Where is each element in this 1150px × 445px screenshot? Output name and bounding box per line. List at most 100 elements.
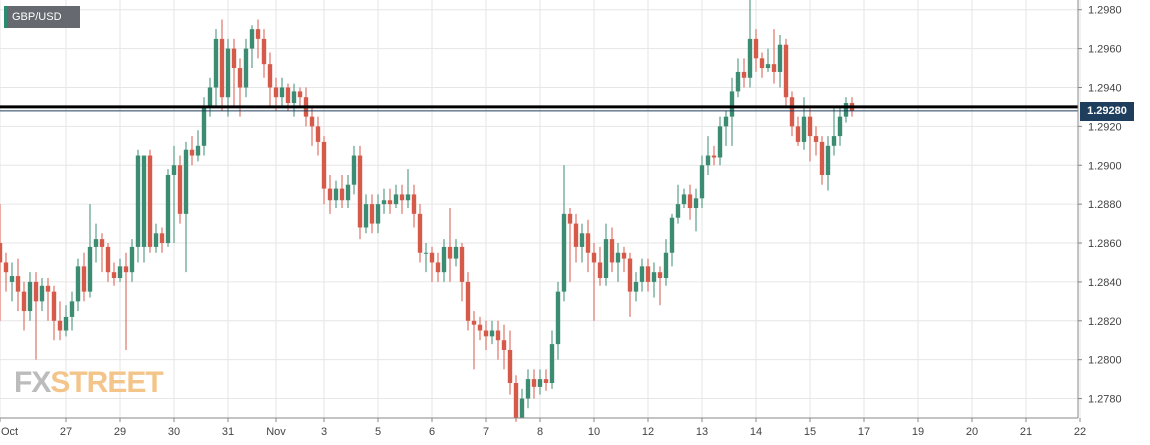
candle-body bbox=[747, 38, 753, 78]
candle-body bbox=[117, 266, 123, 279]
candle bbox=[411, 184, 417, 228]
symbol-label: GBP/USD bbox=[12, 11, 62, 23]
candle bbox=[435, 252, 441, 282]
candle bbox=[327, 174, 333, 214]
candle-body bbox=[501, 340, 507, 350]
candle bbox=[363, 194, 369, 234]
candle bbox=[525, 369, 531, 409]
candle-body bbox=[447, 246, 453, 259]
candle bbox=[567, 208, 573, 282]
candle-body bbox=[45, 285, 51, 292]
x-tick-label: 20 bbox=[966, 426, 978, 438]
x-tick-label: 7 bbox=[483, 426, 489, 438]
candle bbox=[471, 311, 477, 370]
candle-body bbox=[603, 239, 609, 279]
candle bbox=[357, 145, 363, 240]
candle-body bbox=[87, 246, 93, 292]
candle bbox=[465, 272, 471, 331]
candle-body bbox=[513, 383, 519, 418]
candle bbox=[0, 204, 3, 321]
candle-body bbox=[3, 262, 9, 273]
candle-body bbox=[807, 116, 813, 137]
y-tick-label: 1.2800 bbox=[1088, 355, 1122, 367]
x-tick-label: 6 bbox=[429, 426, 435, 438]
candle-body bbox=[495, 330, 501, 341]
candle bbox=[165, 169, 171, 247]
candle bbox=[99, 233, 105, 273]
candle-body bbox=[363, 204, 369, 228]
candle bbox=[45, 278, 51, 321]
candle-body bbox=[693, 198, 699, 209]
candle bbox=[603, 223, 609, 286]
candle bbox=[21, 281, 27, 331]
candle-body bbox=[27, 281, 33, 312]
candle bbox=[483, 320, 489, 350]
candle-body bbox=[717, 126, 723, 158]
candle-body bbox=[21, 291, 27, 312]
candle bbox=[561, 165, 567, 302]
candle-body bbox=[93, 239, 99, 247]
candle-body bbox=[153, 233, 159, 247]
candle bbox=[723, 110, 729, 146]
candle bbox=[825, 136, 831, 191]
candle bbox=[813, 126, 819, 156]
y-tick-label: 1.2980 bbox=[1088, 5, 1122, 17]
candle-body bbox=[543, 379, 549, 384]
candle-body bbox=[285, 87, 291, 104]
axis-layer: 1.2780 1.2800 1.2820 1.2840 1.2860 1.2880 1.29… bbox=[0, 0, 1122, 438]
candle-body bbox=[249, 29, 255, 49]
x-tick-label: 19 bbox=[912, 426, 924, 438]
x-tick-label: Oct bbox=[1, 426, 18, 438]
candle bbox=[441, 239, 447, 282]
x-tick-label: 12 bbox=[642, 426, 654, 438]
candle bbox=[795, 116, 801, 146]
candle-body bbox=[39, 285, 45, 302]
x-tick-label: 15 bbox=[804, 426, 816, 438]
candle-body bbox=[615, 252, 621, 263]
candle bbox=[111, 262, 117, 286]
candle-body bbox=[69, 301, 75, 317]
candle-body bbox=[129, 246, 135, 273]
candle bbox=[183, 141, 189, 273]
candle bbox=[153, 223, 159, 253]
candle-body bbox=[435, 262, 441, 273]
candle-body bbox=[639, 266, 645, 282]
candle bbox=[213, 29, 219, 107]
candle bbox=[531, 369, 537, 399]
candle bbox=[657, 266, 663, 306]
candle bbox=[249, 25, 255, 69]
x-tick-label: 29 bbox=[114, 426, 126, 438]
candle-body bbox=[585, 233, 591, 253]
candle-body bbox=[399, 194, 405, 201]
candle bbox=[753, 29, 759, 72]
candle-body bbox=[321, 141, 327, 189]
candle bbox=[807, 106, 813, 162]
candle bbox=[381, 188, 387, 214]
candle bbox=[777, 34, 783, 88]
candle bbox=[69, 291, 75, 331]
candle-body bbox=[489, 330, 495, 337]
candle bbox=[699, 155, 705, 209]
candle bbox=[495, 320, 501, 360]
candle bbox=[831, 106, 837, 156]
candle-body bbox=[111, 272, 117, 279]
candle-body bbox=[819, 141, 825, 175]
candle-body bbox=[159, 233, 165, 244]
candle bbox=[621, 246, 627, 273]
candle-body bbox=[597, 262, 603, 279]
candle bbox=[693, 188, 699, 232]
candle bbox=[489, 320, 495, 345]
x-tick-label: 5 bbox=[375, 426, 381, 438]
candle-body bbox=[507, 349, 513, 384]
x-tick-label: 13 bbox=[696, 426, 708, 438]
candle-body bbox=[795, 126, 801, 142]
candle bbox=[273, 77, 279, 111]
x-tick-label: 10 bbox=[588, 426, 600, 438]
candle bbox=[117, 258, 123, 282]
candle-body bbox=[423, 252, 429, 254]
candle bbox=[459, 243, 465, 302]
candle-body bbox=[51, 291, 57, 321]
candle bbox=[735, 58, 741, 98]
